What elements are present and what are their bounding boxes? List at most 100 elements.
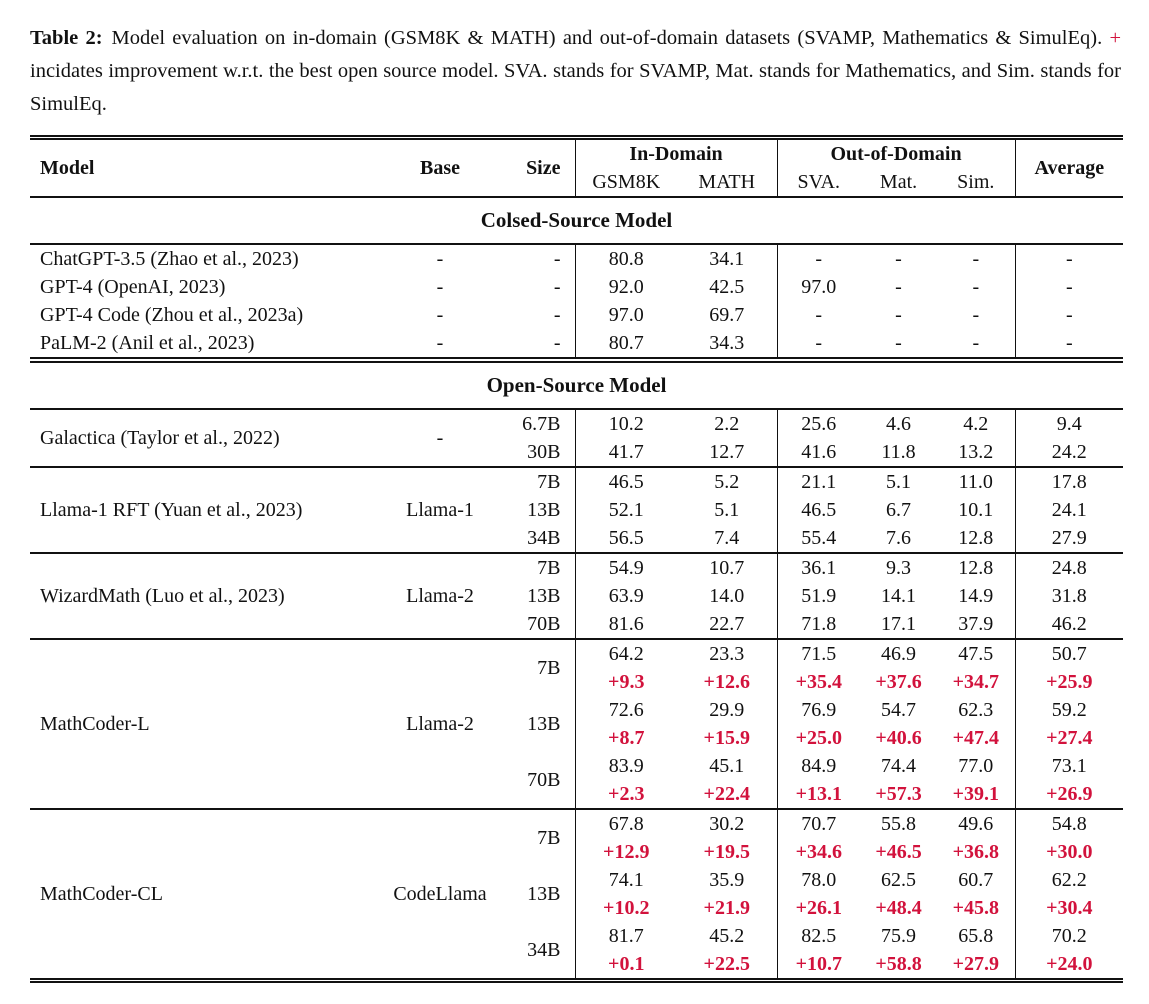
model-name: MathCoder-CL [30,808,387,981]
metric-value: 10.1 [958,498,994,521]
improvement-value: +26.1 [776,894,861,922]
model-size: 13B [527,882,561,905]
metric-value: 62.2 [1014,866,1124,894]
model-name: MathCoder-L [30,638,387,809]
metric-value: 74.4 [881,754,917,777]
metric-value: 83.9 [574,752,677,780]
metric-value: 60.7 [958,868,994,891]
metric-value: 49.6 [937,808,1016,838]
metric-value: 5.1 [714,498,740,521]
improvement-value: +27.4 [1014,724,1124,752]
column-header-size: Size [493,137,575,198]
section-heading: Colsed-Source Model [30,196,1124,245]
metric-value: 74.1 [574,866,677,894]
metric-value: 24.8 [1014,552,1124,582]
metric-value: - [972,303,980,326]
metric-value: 65.8 [958,924,994,947]
model-size: 34B [527,526,561,549]
metric-value: 47.5 [937,638,1016,668]
section-heading-row: Colsed-Source Model [30,196,1124,245]
model-size: - [553,275,561,298]
metric-value: 46.2 [1014,610,1124,639]
metric-value: - [937,243,1016,273]
table-header: Model Base Size In-Domain Out-of-Domain … [30,137,1124,198]
table-row: 13B 52.1 5.1 46.5 6.7 10.1 24.1 [30,496,1124,524]
metric-value: 13.2 [958,440,994,463]
metric-value: 7.6 [886,526,912,549]
caption-text-1: Model evaluation on in-domain (GSM8K & M… [111,27,1110,49]
metric-value: 80.7 [574,329,677,360]
improvement-value: +8.7 [574,724,677,752]
metric-value: 22.7 [709,612,745,635]
metric-value: - [776,329,861,360]
improvement-value: +25.0 [776,724,861,752]
header-row-groups: Model Base Size In-Domain Out-of-Domain … [30,137,1124,198]
metric-value: 59.2 [1014,696,1124,724]
metric-value: 82.5 [776,922,861,950]
improvement-value: +34.6 [776,838,861,866]
table-row: GPT-4 (OpenAI, 2023) - -92.0 42.5 97.0- - - [30,273,1124,301]
metric-value: 70.7 [776,808,861,838]
improvement-value: +30.0 [1014,838,1124,866]
metric-value: 9.3 [860,552,938,582]
metric-value: 46.5 [776,496,861,524]
table-row: Galactica (Taylor et al., 2022) -6.7B 10.2… [30,408,1124,467]
column-header-math: MATH [677,168,778,198]
improvement-value: +10.7 [776,950,861,981]
improvement-value: +2.3 [574,780,677,809]
metric-value: 78.0 [776,866,861,894]
improvement-value: +47.4 [952,726,999,749]
base-model: CodeLlama [387,808,493,981]
table-row: MathCoder-CL CodeLlama 7B 67.8 30.2 70.7 55.8 4… [30,808,1124,981]
metric-value: 51.9 [776,582,861,610]
table-row: 70B 81.6 22.7 71.8 17.1 37.9 46.2 [30,610,1124,639]
improvement-value: +15.9 [703,726,750,749]
improvement-value: +22.4 [703,782,750,805]
metric-value: 41.6 [776,438,861,467]
metric-value: - [895,303,902,326]
metric-value: 10.7 [677,552,778,582]
improvement-value: +12.9 [574,838,677,866]
metric-value: 12.8 [958,526,994,549]
metric-value: 75.9 [881,924,917,947]
metric-value: 42.5 [709,275,745,298]
metric-value: 14.9 [958,584,994,607]
model-name: GPT-4 Code (Zhou et al., 2023a) [40,303,304,326]
column-header-mathematics: Mat. [860,168,938,198]
model-size: 13B [527,498,561,521]
model-size: - [553,303,561,326]
improvement-value: +35.4 [776,668,861,696]
improvement-value: +48.4 [875,896,922,919]
model-size: 7B [493,638,575,696]
column-header-gsm8k: GSM8K [574,168,677,198]
improvement-row: +10.2 +21.9 +26.1 +48.4 +45.8 +30.4 [30,894,1124,922]
metric-value: 80.8 [574,243,677,273]
metric-value: 11.8 [881,440,916,463]
metric-value: 72.6 [574,696,677,724]
metric-value: 17.1 [881,612,917,635]
improvement-value: +9.3 [574,668,677,696]
metric-value: 12.7 [709,440,745,463]
metric-value: 9.4 [1014,408,1124,438]
table-row: 13B 74.1 35.9 78.0 62.5 60.7 62.2 [30,866,1124,905]
improvement-row: +12.9 +19.5 +34.6 +46.5 +36.8 +30.0 [30,838,1124,866]
improvement-value: +45.8 [952,896,999,919]
metric-value: - [972,331,980,354]
metric-value: 92.0 [574,273,677,301]
table-row: WizardMath (Luo et al., 2023) Llama-2 7B 54… [30,552,1124,639]
table-row: 70B 83.9 45.1 84.9 74.4 77.0 73.1 [30,752,1124,791]
improvement-value: +40.6 [875,726,922,749]
model-size: 7B [493,466,575,496]
metric-value: 56.5 [574,524,677,553]
metric-value: 2.2 [677,408,778,438]
metric-value: 7.4 [714,526,740,549]
improvement-row: +2.3 +22.4 +13.1 +57.3 +39.1 +26.9 [30,780,1124,809]
header-row-datasets: GSM8K MATH SVA. Mat. Sim. [30,168,1123,198]
metric-value: - [1014,243,1124,273]
metric-value: 6.7 [886,498,912,521]
metric-value: 97.0 [776,273,861,301]
model-size: 34B [527,938,561,961]
metric-value: 70.2 [1014,922,1124,950]
metric-value: 36.1 [776,552,861,582]
improvement-value: +13.1 [776,780,861,809]
